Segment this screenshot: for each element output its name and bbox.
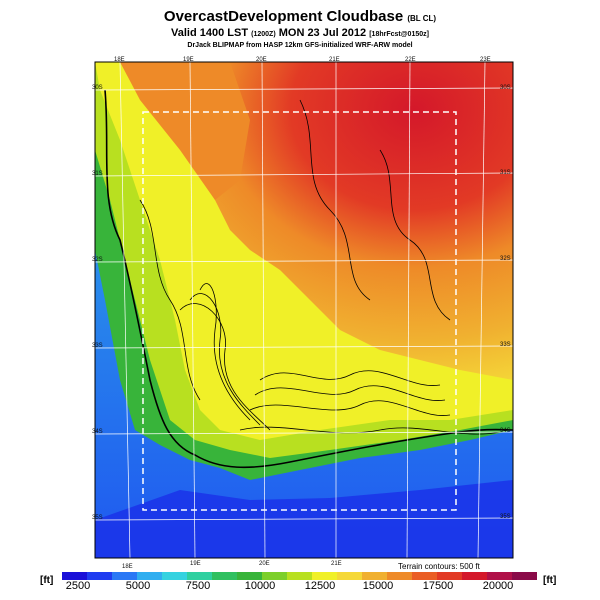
colorbar-segment-9	[287, 572, 312, 580]
colorbar-tick-label: 2500	[65, 580, 91, 592]
colorbar-tick-label: 17500	[422, 580, 454, 592]
colorbar-segment-16	[462, 572, 487, 580]
lon-label-top: 20E	[256, 57, 267, 63]
lat-label: 35S	[92, 515, 103, 521]
lat-label-right: 33S	[500, 342, 511, 348]
colorbar-segment-3	[137, 572, 162, 580]
colorbar-segment-7	[237, 572, 262, 580]
colorbar-segment-0	[62, 572, 87, 580]
colorbar-segment-14	[412, 572, 437, 580]
colorbar-segment-15	[437, 572, 462, 580]
lat-label-right: 35S	[500, 514, 511, 520]
colorbar-tick-label: 20000	[482, 580, 514, 592]
lat-label-right: 32S	[500, 256, 511, 262]
colorbar-segment-17	[487, 572, 512, 580]
lat-label-right: 31S	[500, 170, 511, 176]
colorbar-tick-label: 15000	[362, 580, 394, 592]
lat-label: 32S	[92, 257, 103, 263]
coastline	[104, 89, 514, 469]
lon-label-top: 21E	[329, 57, 340, 63]
lon-label-bottom: 18E	[122, 564, 133, 570]
lon-label-bottom: 19E	[190, 561, 201, 567]
lon-label-top: 23E	[480, 57, 491, 63]
colorbar-segment-11	[337, 572, 362, 580]
graticule	[94, 61, 514, 559]
coastal-orange-patch	[120, 62, 250, 200]
inner-domain-box	[142, 111, 457, 511]
colorbar-segment-18	[512, 572, 537, 580]
colorbar-tick-label: 7500	[185, 580, 211, 592]
colorbar-segment-1	[87, 572, 112, 580]
colorbar-segment-4	[162, 572, 187, 580]
colorbar-segment-6	[212, 572, 237, 580]
unit-label-left: [ft]	[40, 575, 54, 586]
colorbar-tick-label: 12500	[304, 580, 336, 592]
lon-label-top: 18E	[114, 57, 125, 63]
lat-label: 34S	[92, 429, 103, 435]
colorbar-tick-label: 5000	[125, 580, 151, 592]
valid-time: Valid 1400 LST (1200Z) MON 23 Jul 2012 […	[171, 27, 429, 39]
terrain-contours	[139, 99, 501, 435]
colorbar-segment-12	[362, 572, 387, 580]
colorbar-tick-label: 10000	[244, 580, 276, 592]
lat-label: 33S	[92, 343, 103, 349]
lon-label-top: 22E	[405, 57, 416, 63]
colorbar-segment-5	[187, 572, 212, 580]
color-bar	[62, 572, 537, 580]
colorbar-segment-2	[112, 572, 137, 580]
map-frame	[94, 61, 514, 559]
lat-label-right: 34S	[500, 428, 511, 434]
lat-label: 30S	[92, 85, 103, 91]
lat-label-right: 30S	[500, 85, 511, 91]
map-title: OvercastDevelopment Cloudbase (BL CL)	[163, 8, 437, 25]
model-description: DrJack BLIPMAP from HASP 12km GFS-initia…	[187, 42, 413, 49]
colorbar-segment-10	[312, 572, 337, 580]
lon-label-bottom: 21E	[331, 561, 342, 567]
terrain-contour-note: Terrain contours: 500 ft	[398, 562, 480, 571]
unit-label-right: [ft]	[543, 575, 557, 586]
lon-label-bottom: 20E	[259, 561, 270, 567]
colorbar-segment-13	[387, 572, 412, 580]
colorbar-segment-8	[262, 572, 287, 580]
lon-label-top: 19E	[183, 57, 194, 63]
lat-label: 31S	[92, 171, 103, 177]
